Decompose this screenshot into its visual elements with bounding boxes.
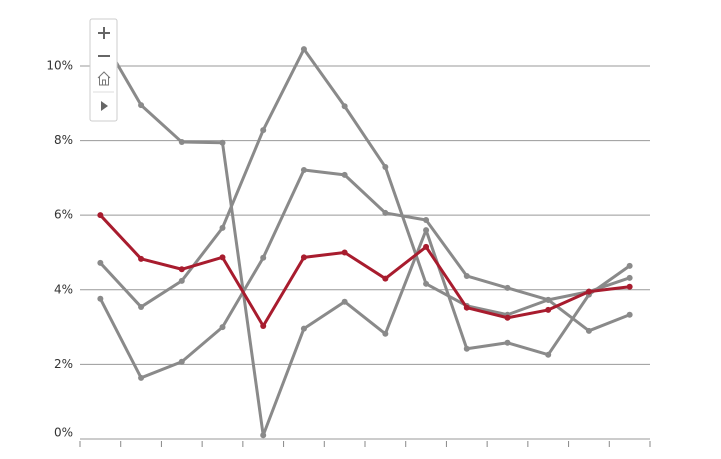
point [463,345,470,352]
point [300,325,307,332]
series-line [99,168,631,380]
point [463,272,470,279]
point [504,284,511,291]
point [504,339,511,346]
point [97,259,104,266]
zoom-out-button[interactable] [91,46,116,66]
point [260,127,267,134]
point [382,209,389,216]
home-button[interactable] [91,67,116,89]
point [219,254,226,261]
point [178,266,185,273]
point [341,103,348,110]
y-tick-label: 2% [54,357,73,371]
point [219,224,226,231]
point [219,324,226,331]
point [626,262,633,269]
point [178,277,185,284]
point [138,374,145,381]
point [585,327,592,334]
point [260,254,267,261]
point [382,275,389,282]
point [138,303,145,310]
point [341,249,348,256]
point [300,167,307,174]
y-tick-label: 8% [54,133,73,147]
series-line [99,214,630,328]
y-tick-label: 0% [54,426,73,440]
play-button[interactable] [91,95,116,117]
point [463,304,470,311]
zoom-in-button[interactable] [91,22,116,44]
point [545,351,552,358]
point [585,288,592,295]
series-line [99,34,631,437]
point [626,283,633,290]
point [504,314,511,321]
point [260,322,267,329]
point [382,164,389,171]
y-tick-label: 6% [54,208,73,222]
zoom-control [89,18,118,122]
point [341,171,348,178]
point [97,212,104,219]
point [97,295,104,302]
point [545,296,552,303]
point [423,217,430,224]
y-tick-label: 4% [54,282,73,296]
point [219,139,226,146]
point [138,255,145,262]
point [423,243,430,250]
point [423,280,430,287]
point [382,330,389,337]
point [178,139,185,146]
point [300,254,307,261]
point [260,432,267,439]
point [138,102,145,109]
series-line [99,47,631,317]
point [626,274,633,281]
point [423,227,430,234]
point [545,306,552,313]
point [300,46,307,53]
point [626,311,633,318]
y-tick-label: 10% [46,58,73,72]
point [341,298,348,305]
point [178,358,185,365]
